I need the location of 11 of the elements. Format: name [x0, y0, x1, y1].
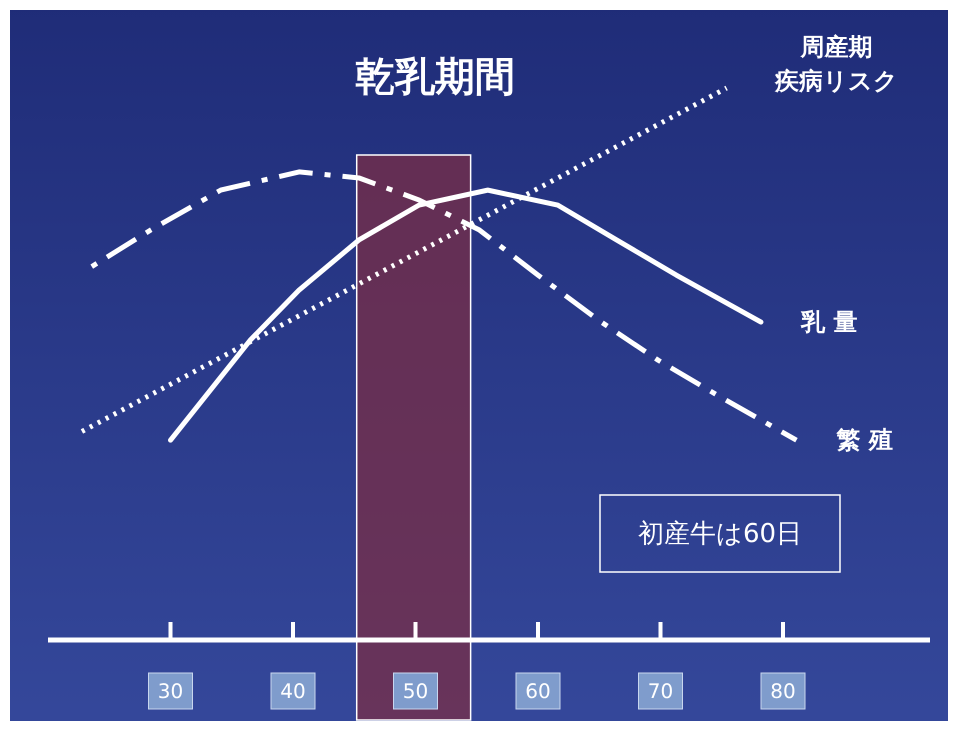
annotation: 初産牛は60日	[638, 519, 802, 549]
x-tick-label: 80	[770, 679, 796, 703]
series-label: 周産期疾病リスク	[775, 33, 898, 95]
x-tick-label: 60	[525, 679, 551, 703]
x-tick-label: 70	[648, 679, 674, 703]
series-label: 繁 殖	[836, 426, 893, 454]
x-tick-label: 30	[158, 679, 184, 703]
x-tick-label: 40	[280, 679, 306, 703]
x-tick-label: 50	[402, 679, 428, 703]
title: 乾乳期間	[355, 54, 515, 100]
series-label: 乳 量	[800, 308, 858, 336]
